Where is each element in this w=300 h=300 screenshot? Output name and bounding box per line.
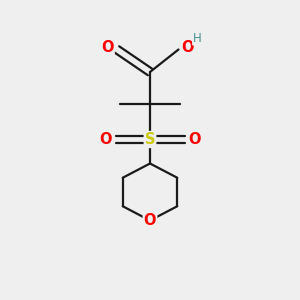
Text: O: O — [101, 40, 114, 55]
Text: O: O — [188, 132, 200, 147]
Text: O: O — [100, 132, 112, 147]
Text: H: H — [193, 32, 202, 45]
Text: S: S — [145, 132, 155, 147]
Text: O: O — [181, 40, 194, 55]
Text: O: O — [144, 213, 156, 228]
